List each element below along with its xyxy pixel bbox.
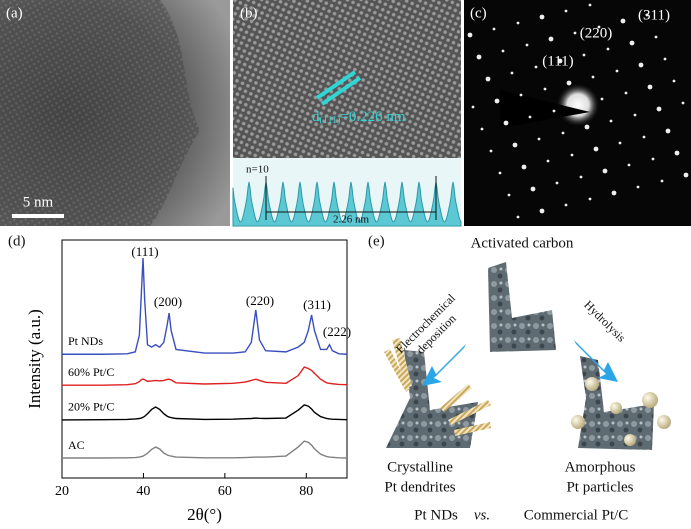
lattice-marker (320, 76, 362, 106)
panel-e: (e) Activated carbon Electrochemical dep… (368, 233, 671, 523)
x-tick-label: 20 (55, 484, 69, 499)
spot-label: (220) (580, 25, 613, 41)
xrd-curve (61, 404, 348, 421)
xrd-curve (62, 440, 348, 459)
arrow (422, 344, 466, 386)
profile-curve (232, 181, 462, 227)
d-index: (111) (320, 115, 341, 126)
peak-label: (311) (303, 297, 331, 312)
panel-label: (e) (368, 233, 385, 249)
product-label: Pt dendrites (384, 479, 455, 495)
panel-c: (c) (111) (220) (311) (464, 0, 691, 226)
beam-stop (500, 90, 590, 128)
footer-label: Commercial Pt/C (524, 507, 629, 523)
series-label: Pt NDs (68, 334, 103, 348)
series-label: 60% Pt/C (68, 365, 114, 379)
peak-label: (220) (246, 293, 274, 308)
product-label: Crystalline (387, 459, 453, 475)
product-label: Amorphous (565, 459, 636, 475)
panel-b: (b) d(111)=0.226 nm n=10 2.26 nm (232, 0, 462, 227)
d-spacing: d(111)=0.226 nm (312, 109, 406, 126)
peak-label: (111) (131, 244, 158, 259)
xrd-curve (62, 258, 348, 355)
xrd-curve (62, 366, 348, 386)
pt-particles (571, 377, 671, 446)
diffraction-spots (467, 3, 689, 219)
d-value: =0.226 nm (340, 109, 405, 125)
y-axis-label: Intensity (a.u.) (25, 309, 44, 409)
plot-frame (61, 239, 348, 479)
central-beam (556, 83, 600, 127)
pt-dendrite (384, 338, 491, 436)
spot-label: (311) (638, 7, 670, 23)
panel-label: (b) (240, 5, 258, 21)
profile-length: 2.26 nm (333, 214, 370, 226)
x-tick-label: 40 (136, 484, 150, 499)
series-label: AC (68, 438, 85, 452)
arrow (574, 340, 618, 382)
panel-a: (a) 5 nm (0, 0, 230, 226)
panel-d: (d) 20 40 60 80 2θ(°) Intensity (a.u.) Pt NDs 6… (8, 233, 351, 523)
product-label: Pt particles (566, 479, 633, 495)
step-label: Hydrolysis (581, 298, 628, 345)
peak-label: (200) (154, 294, 182, 309)
footer-label: Pt NDs (414, 507, 458, 523)
panel-label: (a) (6, 5, 23, 21)
panel-label: (c) (470, 5, 487, 21)
spot-label: (111) (542, 53, 573, 69)
carbon-particle (488, 262, 556, 352)
peak-label: (222) (323, 324, 351, 339)
footer-label: vs. (474, 507, 490, 523)
x-tick-label: 60 (218, 484, 232, 499)
scale-bar (12, 214, 64, 218)
series-label: 20% Pt/C (68, 400, 114, 414)
x-axis-label: 2θ(°) (187, 505, 222, 524)
scale-bar-label: 5 nm (23, 194, 54, 210)
particle-region (0, 0, 200, 226)
lattice-marker (315, 70, 357, 100)
panel-label: (d) (8, 233, 26, 249)
profile-count: n=10 (246, 164, 269, 176)
d-symbol: d (312, 109, 320, 125)
start-label: Activated carbon (471, 235, 574, 251)
x-tick-label: 80 (299, 484, 313, 499)
